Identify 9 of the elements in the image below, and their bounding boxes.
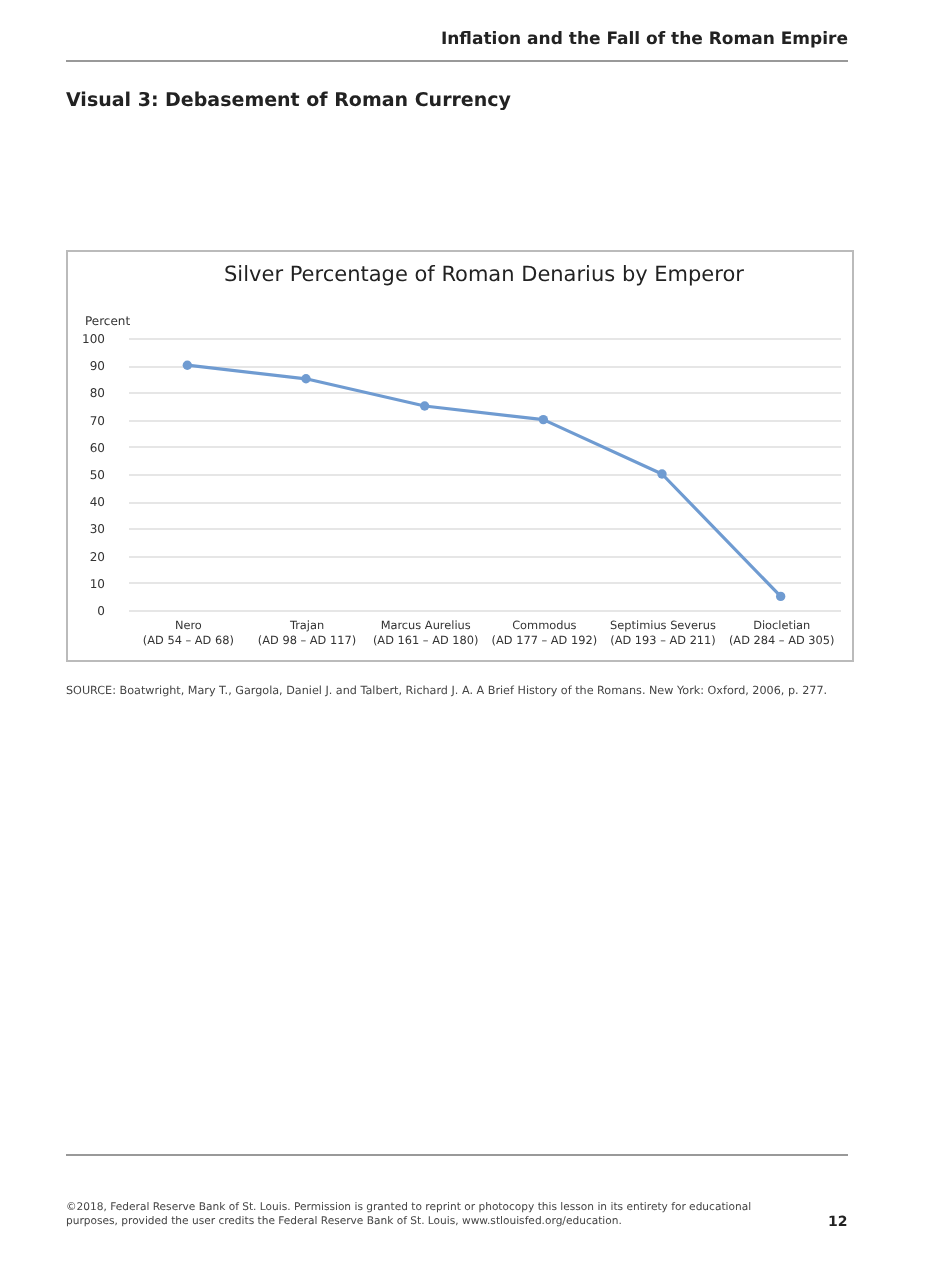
chart-title: Silver Percentage of Roman Denarius by Emperor — [224, 263, 746, 287]
point — [657, 469, 667, 479]
point — [301, 374, 311, 384]
point — [775, 591, 786, 602]
point — [182, 360, 193, 370]
text: Visual 3: Debasement of Roman Currency — [66, 90, 511, 112]
point — [538, 414, 549, 425]
point — [419, 401, 430, 411]
text: Inflation and the Fall of the Roman Empire — [440, 30, 848, 50]
